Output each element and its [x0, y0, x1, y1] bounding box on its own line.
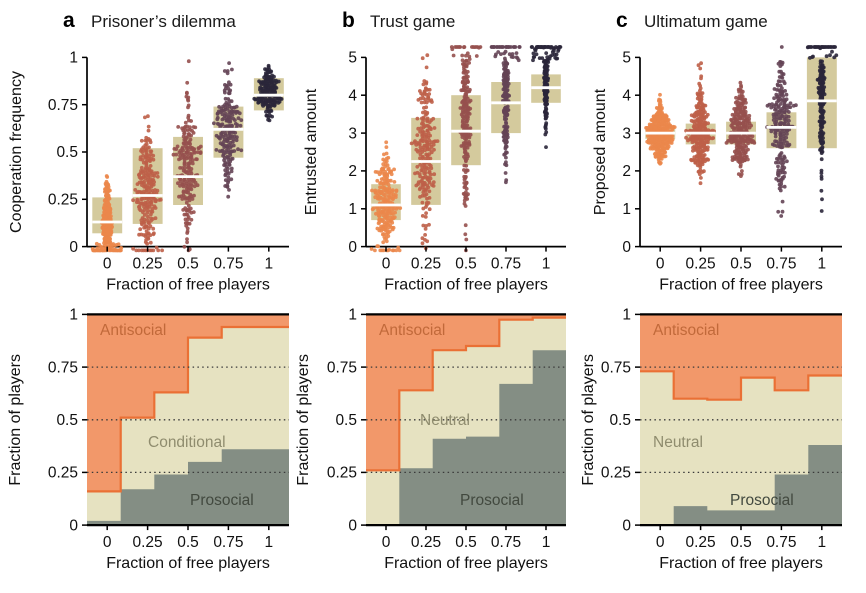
svg-text:1: 1: [542, 534, 551, 551]
svg-text:Prosocial: Prosocial: [190, 492, 254, 509]
svg-text:0.25: 0.25: [686, 534, 716, 551]
svg-text:Fraction of free players: Fraction of free players: [659, 555, 823, 572]
svg-text:1: 1: [69, 307, 78, 324]
svg-text:Prisoner’s dilemma: Prisoner’s dilemma: [91, 12, 236, 31]
svg-text:0.75: 0.75: [48, 359, 78, 376]
svg-text:1: 1: [348, 307, 357, 324]
svg-text:0.25: 0.25: [601, 465, 631, 482]
svg-text:Antisocial: Antisocial: [100, 322, 166, 339]
svg-text:0: 0: [382, 256, 391, 273]
svg-text:0.25: 0.25: [48, 192, 78, 209]
svg-text:0: 0: [348, 517, 357, 534]
svg-text:Fraction of free players: Fraction of free players: [384, 277, 548, 294]
svg-text:Ultimatum game: Ultimatum game: [644, 12, 768, 31]
svg-text:0.25: 0.25: [48, 465, 78, 482]
svg-text:Cooperation frequency: Cooperation frequency: [8, 71, 25, 233]
svg-text:0.5: 0.5: [177, 534, 199, 551]
svg-text:Antisocial: Antisocial: [379, 322, 445, 339]
svg-text:0: 0: [69, 239, 78, 256]
svg-text:0: 0: [348, 239, 357, 256]
svg-text:Fraction of free players: Fraction of free players: [384, 555, 548, 572]
svg-text:0.25: 0.25: [686, 256, 716, 273]
svg-text:0.25: 0.25: [411, 256, 441, 273]
svg-text:0.25: 0.25: [133, 534, 163, 551]
svg-text:Conditional: Conditional: [148, 434, 226, 451]
svg-text:Fraction of free players: Fraction of free players: [106, 277, 270, 294]
svg-text:0: 0: [656, 534, 665, 551]
svg-text:Neutral: Neutral: [653, 434, 703, 451]
svg-text:0: 0: [622, 239, 631, 256]
svg-text:0.5: 0.5: [455, 256, 477, 273]
svg-text:0.5: 0.5: [609, 412, 631, 429]
svg-text:0: 0: [656, 256, 665, 273]
svg-text:c: c: [616, 9, 628, 32]
svg-text:0.5: 0.5: [730, 256, 752, 273]
svg-text:0.75: 0.75: [213, 256, 243, 273]
svg-text:Fraction of players: Fraction of players: [295, 354, 312, 486]
svg-text:1: 1: [542, 256, 551, 273]
svg-text:0.25: 0.25: [327, 465, 357, 482]
svg-text:Fraction of players: Fraction of players: [7, 354, 24, 486]
svg-text:0.25: 0.25: [133, 256, 163, 273]
svg-text:Fraction of players: Fraction of players: [580, 354, 597, 486]
svg-text:Entrusted amount: Entrusted amount: [303, 88, 320, 215]
svg-text:a: a: [63, 9, 75, 32]
svg-text:4: 4: [622, 87, 631, 104]
svg-text:1: 1: [264, 534, 273, 551]
svg-text:0.5: 0.5: [56, 412, 78, 429]
svg-text:0.5: 0.5: [177, 256, 199, 273]
svg-text:1: 1: [69, 50, 78, 67]
svg-text:0.5: 0.5: [730, 534, 752, 551]
svg-text:Antisocial: Antisocial: [653, 322, 719, 339]
svg-text:0.25: 0.25: [411, 534, 441, 551]
svg-text:2: 2: [348, 163, 357, 180]
svg-text:5: 5: [348, 50, 357, 67]
svg-text:0.5: 0.5: [335, 412, 357, 429]
svg-text:0.75: 0.75: [601, 359, 631, 376]
svg-text:Proposed amount: Proposed amount: [592, 88, 609, 215]
svg-text:0.5: 0.5: [455, 534, 477, 551]
svg-text:0: 0: [69, 517, 78, 534]
svg-text:0.75: 0.75: [48, 97, 78, 114]
svg-text:5: 5: [622, 50, 631, 67]
svg-text:1: 1: [348, 201, 357, 218]
svg-text:0: 0: [103, 256, 112, 273]
svg-text:0.75: 0.75: [491, 256, 521, 273]
svg-text:Prosocial: Prosocial: [460, 492, 524, 509]
svg-text:1: 1: [622, 307, 631, 324]
svg-text:0: 0: [622, 517, 631, 534]
svg-text:3: 3: [622, 125, 631, 142]
svg-text:0.5: 0.5: [56, 144, 78, 161]
svg-text:b: b: [342, 9, 355, 32]
svg-text:Fraction of free players: Fraction of free players: [659, 277, 823, 294]
svg-text:0.75: 0.75: [491, 534, 521, 551]
svg-text:3: 3: [348, 125, 357, 142]
svg-text:0.75: 0.75: [766, 534, 796, 551]
svg-text:0.75: 0.75: [766, 256, 796, 273]
svg-text:0: 0: [103, 534, 112, 551]
svg-text:2: 2: [622, 163, 631, 180]
svg-text:1: 1: [622, 201, 631, 218]
svg-text:Neutral: Neutral: [420, 412, 470, 429]
svg-text:0.75: 0.75: [327, 359, 357, 376]
svg-text:1: 1: [264, 256, 273, 273]
svg-text:Trust game: Trust game: [370, 12, 455, 31]
svg-text:0: 0: [382, 534, 391, 551]
svg-text:1: 1: [817, 534, 826, 551]
svg-text:Prosocial: Prosocial: [730, 492, 794, 509]
svg-text:Fraction of free players: Fraction of free players: [106, 555, 270, 572]
svg-text:1: 1: [817, 256, 826, 273]
svg-text:4: 4: [348, 87, 357, 104]
svg-text:0.75: 0.75: [213, 534, 243, 551]
